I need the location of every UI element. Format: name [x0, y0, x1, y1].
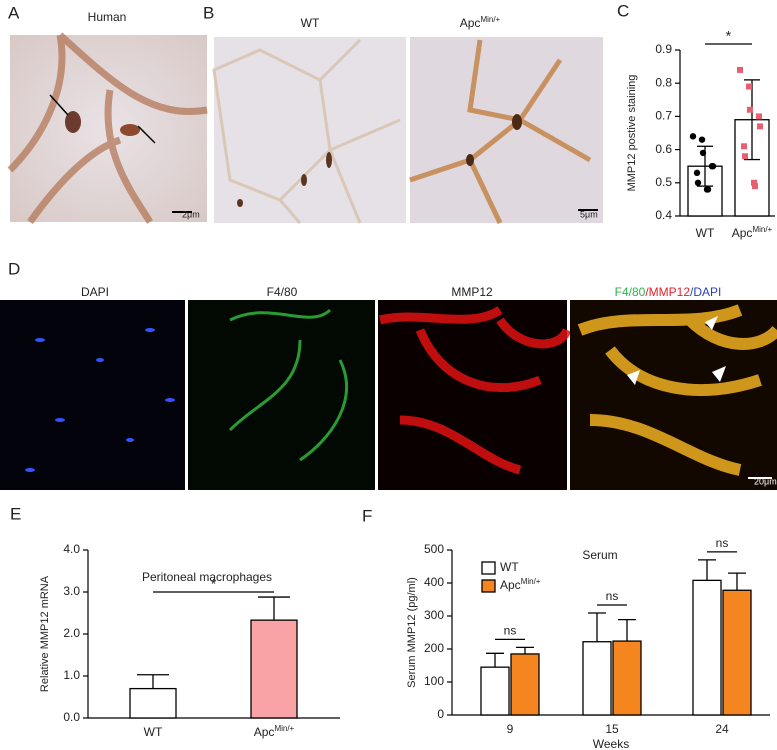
y-tick-label: 0.0: [63, 710, 80, 724]
significance-label: *: [726, 28, 732, 44]
bar: [612, 640, 642, 716]
significance-label: ns: [606, 589, 619, 603]
x-tick-label: 15: [605, 722, 619, 736]
x-tick-label: WT: [144, 725, 163, 739]
data-point: [751, 179, 757, 186]
panel-title: F4/80: [267, 285, 298, 299]
panel-title: F4/80/MMP12/DAPI: [615, 285, 722, 299]
title-part: F4/80: [615, 285, 646, 299]
data-point: [689, 133, 697, 140]
data-point: [742, 153, 748, 160]
chart-title: Peritoneal macrophages: [142, 570, 272, 584]
y-tick-label: 0: [437, 707, 444, 721]
bar: [692, 579, 722, 716]
x-tick-label-base: WT: [144, 725, 163, 739]
x-tick-label: WT: [696, 226, 715, 240]
x-tick-label-sup: Min/+: [274, 724, 294, 733]
data-point: [747, 106, 753, 113]
data-point: [746, 83, 752, 90]
chart-title: Serum: [582, 548, 617, 562]
y-axis-label: Serum MMP12 (pg/ml): [406, 577, 418, 688]
data-point: [693, 169, 701, 177]
bar: [734, 119, 770, 217]
panel-letter: D: [8, 259, 20, 278]
panel-title: WT: [301, 16, 320, 30]
x-tick-label: 9: [507, 722, 514, 736]
x-tick-label: ApcMin/+: [732, 225, 773, 240]
title-part: /MMP12: [645, 285, 690, 299]
y-tick-label: 4.0: [63, 542, 80, 556]
legend-label-sup: Min/+: [521, 577, 541, 586]
y-tick-label: 0.5: [655, 175, 672, 189]
panel-letter: B: [203, 3, 214, 22]
y-tick-label: 3.0: [63, 584, 80, 598]
bar: [250, 619, 298, 719]
x-tick-label-sup: Min/+: [752, 225, 772, 234]
panel-letter: A: [8, 3, 20, 22]
panel-title: MMP12: [451, 285, 493, 299]
bar: [510, 653, 540, 716]
significance-label: *: [211, 576, 217, 592]
y-tick-label: 300: [424, 608, 444, 622]
y-tick-label: 2.0: [63, 626, 80, 640]
y-tick-label: 400: [424, 575, 444, 589]
data-point: [694, 179, 702, 186]
y-tick-label: 100: [424, 674, 444, 688]
x-axis-label: Weeks: [593, 737, 629, 750]
y-axis-label: MMP12 postive staining: [626, 75, 638, 192]
y-tick-label: 1.0: [63, 668, 80, 682]
panel-title: Human: [88, 10, 127, 24]
data-point: [752, 183, 758, 190]
x-tick-label: 24: [715, 722, 729, 736]
data-point: [699, 149, 707, 157]
panel-letter: F: [362, 506, 372, 525]
x-tick-label: ApcMin/+: [254, 724, 295, 739]
y-tick-label: 0.4: [655, 208, 672, 222]
x-tick-label-base: Apc: [254, 725, 275, 739]
y-tick-label: 500: [424, 542, 444, 556]
x-tick-label-base: Apc: [732, 226, 753, 240]
y-tick-label: 0.8: [655, 75, 672, 89]
panel-letter: E: [10, 504, 21, 523]
panel-title: ApcMin/+: [460, 15, 501, 30]
title-part: /DAPI: [690, 285, 721, 299]
data-point: [698, 136, 706, 143]
panel-title: DAPI: [81, 285, 109, 299]
y-tick-label: 0.6: [655, 142, 672, 156]
significance-label: ns: [504, 624, 517, 638]
bar: [480, 666, 510, 716]
micrograph: [7, 32, 208, 225]
data-point: [757, 123, 763, 130]
legend-label-base: WT: [500, 560, 519, 574]
y-tick-label: 0.7: [655, 109, 672, 123]
y-tick-label: 0.9: [655, 42, 672, 56]
legend-swatch: [481, 579, 496, 593]
legend-label: ApcMin/+: [500, 577, 541, 592]
legend-swatch: [481, 561, 496, 575]
scale-bar-label: 2μm: [182, 209, 200, 219]
bar: [722, 589, 752, 716]
micrograph: [212, 37, 603, 225]
significance-label: ns: [716, 536, 729, 550]
bar: [129, 687, 177, 719]
y-axis-label: Relative MMP12 mRNA: [39, 575, 51, 692]
panel-letter: C: [617, 1, 629, 20]
data-point: [741, 143, 747, 150]
x-tick-label-base: WT: [696, 226, 715, 240]
scale-bar-label: 5μm: [580, 209, 598, 219]
y-tick-label: 200: [424, 641, 444, 655]
data-point: [709, 163, 717, 170]
legend-label: WT: [500, 560, 519, 574]
micrograph: [0, 300, 777, 490]
data-point: [756, 113, 762, 120]
data-point: [704, 186, 712, 193]
data-point: [737, 66, 743, 73]
bar: [582, 641, 612, 716]
legend-label-base: Apc: [500, 578, 521, 592]
scale-bar-label: 20μm: [754, 476, 777, 486]
